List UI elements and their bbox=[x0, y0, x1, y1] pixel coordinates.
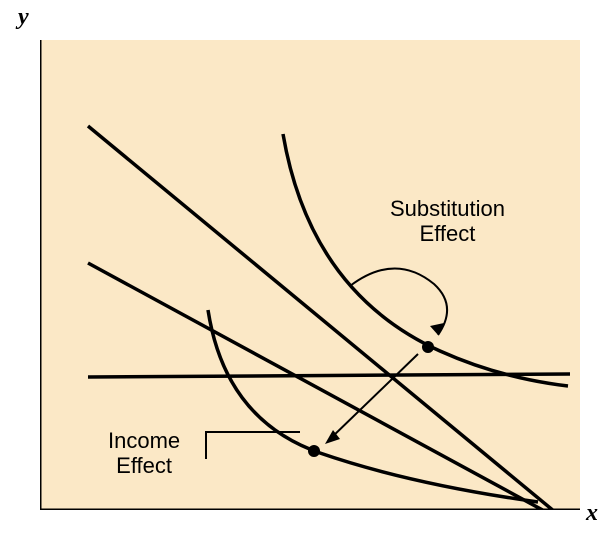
income-line1: Income bbox=[108, 428, 180, 453]
tangent-point-income bbox=[308, 445, 320, 457]
substitution-effect-label: Substitution Effect bbox=[390, 196, 505, 247]
tangent-point-substitution bbox=[422, 341, 434, 353]
economics-diagram: y x Substitution Effect Income Effect bbox=[0, 0, 603, 550]
substitution-line1: Substitution bbox=[390, 196, 505, 221]
income-line2: Effect bbox=[116, 453, 172, 478]
y-axis-label: y bbox=[18, 4, 29, 31]
x-axis-label: x bbox=[586, 500, 598, 527]
substitution-line2: Effect bbox=[420, 221, 476, 246]
income-effect-label: Income Effect bbox=[108, 428, 180, 479]
